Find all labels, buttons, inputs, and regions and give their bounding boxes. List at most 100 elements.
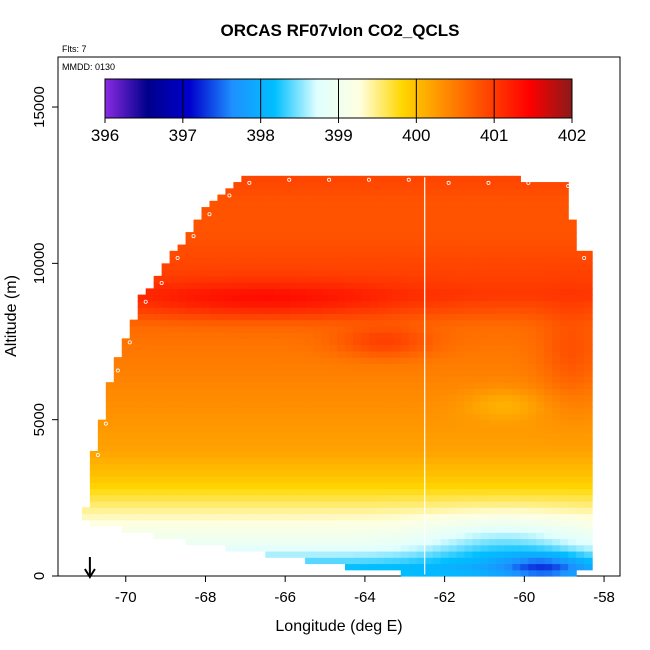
heatmap-cell bbox=[488, 238, 498, 246]
heatmap-cell bbox=[568, 307, 577, 314]
heatmap-cell bbox=[137, 375, 147, 383]
heatmap-cell bbox=[185, 438, 195, 446]
heatmap-cell bbox=[472, 238, 482, 246]
heatmap-cell bbox=[337, 307, 346, 314]
heatmap-cell bbox=[360, 350, 370, 358]
heatmap-cell bbox=[408, 407, 418, 415]
heatmap-cell bbox=[560, 263, 569, 271]
heatmap-cell bbox=[321, 557, 330, 565]
heatmap-cell bbox=[313, 307, 322, 314]
heatmap-cell bbox=[313, 482, 322, 490]
heatmap-cell bbox=[376, 288, 386, 296]
heatmap-cell bbox=[344, 482, 354, 490]
heatmap-cell bbox=[512, 200, 521, 208]
heatmap-cell bbox=[416, 182, 426, 189]
heatmap-cell bbox=[544, 463, 553, 471]
heatmap-cell bbox=[472, 194, 482, 202]
heatmap-cell bbox=[177, 413, 187, 421]
heatmap-cell bbox=[496, 269, 506, 277]
heatmap-cell bbox=[384, 357, 394, 364]
heatmap-cell bbox=[321, 457, 330, 465]
heatmap-cell bbox=[273, 219, 282, 227]
heatmap-cell bbox=[368, 388, 378, 396]
heatmap-cell bbox=[289, 407, 298, 415]
heatmap-cell bbox=[201, 469, 211, 477]
heatmap-cell bbox=[337, 488, 346, 496]
heatmap-cell bbox=[408, 182, 418, 189]
heatmap-cell bbox=[305, 444, 314, 452]
heatmap-cell bbox=[105, 419, 115, 427]
heatmap-cell bbox=[408, 513, 418, 521]
heatmap-cell bbox=[145, 363, 155, 371]
heatmap-cell bbox=[576, 544, 585, 552]
heatmap-cell bbox=[440, 432, 450, 440]
heatmap-cell bbox=[472, 313, 482, 321]
heatmap-cell bbox=[408, 250, 418, 258]
heatmap-cell bbox=[233, 544, 242, 552]
heatmap-cell bbox=[472, 457, 482, 465]
heatmap-cell bbox=[273, 382, 282, 390]
heatmap-cell bbox=[329, 432, 338, 440]
heatmap-cell bbox=[432, 563, 442, 571]
heatmap-cell bbox=[496, 382, 506, 390]
heatmap-cell bbox=[464, 269, 474, 277]
heatmap-cell bbox=[153, 469, 163, 477]
heatmap-cell bbox=[313, 432, 322, 440]
heatmap-cell bbox=[360, 519, 370, 527]
heatmap-cell bbox=[536, 238, 545, 246]
heatmap-cell bbox=[352, 350, 362, 358]
heatmap-cell bbox=[217, 313, 226, 321]
heatmap-cell bbox=[552, 525, 561, 533]
heatmap-cell bbox=[472, 532, 482, 540]
heatmap-cell bbox=[384, 294, 394, 302]
heatmap-cell bbox=[137, 369, 147, 377]
heatmap-cell bbox=[265, 419, 274, 427]
heatmap-cell bbox=[145, 332, 155, 339]
heatmap-cell bbox=[209, 288, 219, 296]
heatmap-cell bbox=[456, 182, 466, 189]
heatmap-cell bbox=[440, 444, 450, 452]
heatmap-cell bbox=[448, 425, 458, 433]
heatmap-cell bbox=[560, 432, 569, 440]
heatmap-cell bbox=[392, 275, 402, 283]
heatmap-cell bbox=[193, 438, 203, 446]
heatmap-cell bbox=[512, 319, 521, 327]
heatmap-cell bbox=[97, 450, 107, 458]
heatmap-cell bbox=[121, 400, 131, 408]
heatmap-cell bbox=[329, 338, 338, 346]
heatmap-cell bbox=[512, 544, 521, 552]
heatmap-cell bbox=[376, 382, 386, 390]
heatmap-cell bbox=[368, 525, 378, 533]
heatmap-cell bbox=[544, 525, 553, 533]
heatmap-cell bbox=[576, 382, 585, 390]
heatmap-cell bbox=[528, 563, 537, 571]
heatmap-cell bbox=[265, 350, 274, 358]
heatmap-cell bbox=[464, 519, 474, 527]
heatmap-cell bbox=[249, 257, 258, 264]
heatmap-cell bbox=[416, 288, 426, 296]
heatmap-cell bbox=[97, 419, 107, 427]
heatmap-cell bbox=[233, 519, 242, 527]
heatmap-cell bbox=[145, 513, 155, 521]
heatmap-cell bbox=[329, 250, 338, 258]
heatmap-cell bbox=[352, 232, 362, 239]
heatmap-cell bbox=[305, 413, 314, 421]
heatmap-cell bbox=[408, 357, 418, 364]
heatmap-cell bbox=[169, 313, 179, 321]
heatmap-cell bbox=[480, 175, 490, 183]
heatmap-cell bbox=[305, 394, 314, 402]
heatmap-cell bbox=[145, 388, 155, 396]
heatmap-cell bbox=[480, 432, 490, 440]
heatmap-cell bbox=[233, 494, 242, 502]
heatmap-cell bbox=[448, 432, 458, 440]
heatmap-cell bbox=[337, 200, 346, 208]
heatmap-cell bbox=[368, 507, 378, 515]
heatmap-cell bbox=[568, 282, 577, 289]
heatmap-cell bbox=[568, 507, 577, 515]
heatmap-cell bbox=[281, 219, 290, 227]
heatmap-cell bbox=[584, 294, 593, 302]
heatmap-cell bbox=[408, 269, 418, 277]
heatmap-cell bbox=[528, 282, 537, 289]
heatmap-cell bbox=[448, 344, 458, 352]
heatmap-cell bbox=[368, 444, 378, 452]
